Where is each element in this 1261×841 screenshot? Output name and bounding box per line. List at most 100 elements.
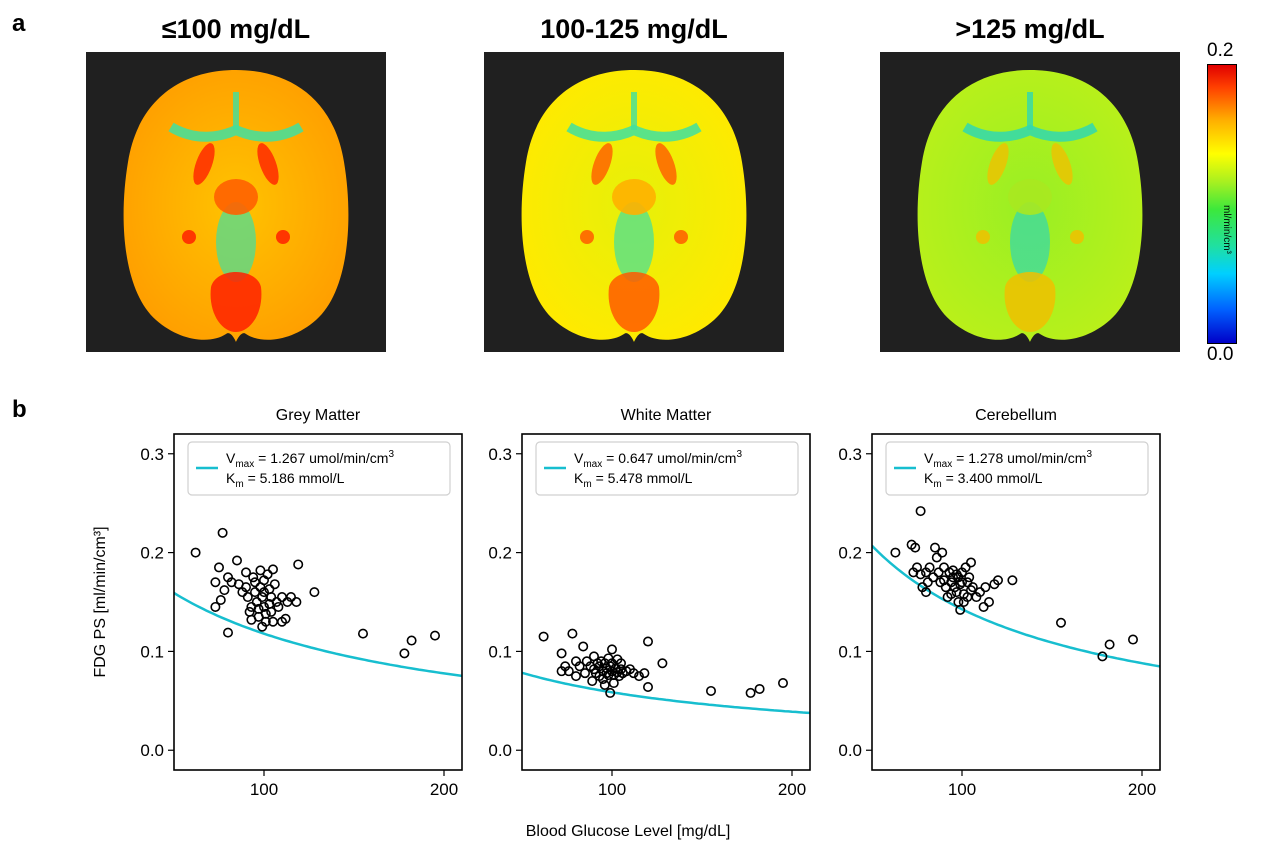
data-point [232, 555, 243, 566]
y-tick-label: 0.2 [488, 544, 512, 563]
brain-left-hotspot [182, 230, 196, 244]
data-point [705, 685, 716, 696]
brain-map-high [880, 52, 1180, 352]
data-point [587, 676, 598, 687]
x-tick-label: 200 [1128, 780, 1156, 799]
y-tick-label: 0.0 [140, 741, 164, 760]
legend-box [535, 441, 799, 496]
brain-left-caudate [591, 143, 613, 185]
data-point [938, 562, 949, 573]
data-point [214, 562, 225, 573]
brain-right-caudate [257, 143, 279, 185]
y-tick-label: 0.0 [838, 741, 862, 760]
data-point [563, 666, 574, 677]
data-point [1128, 634, 1139, 645]
x-tick-label: 200 [430, 780, 458, 799]
map-title-mid: 100-125 mg/dL [540, 14, 728, 44]
map-title-low: ≤100 mg/dL [161, 14, 311, 44]
data-point [241, 582, 252, 593]
brain-occipital [1004, 272, 1056, 332]
data-point [293, 559, 304, 570]
data-point [1007, 575, 1018, 586]
brain-right-caudate [1051, 143, 1073, 185]
data-point [974, 587, 985, 598]
brain-thalamus [214, 179, 258, 215]
data-point [962, 577, 973, 588]
brain-ventricle [614, 202, 654, 282]
data-point [258, 587, 269, 598]
data-point [1056, 617, 1067, 628]
y-tick-label: 0.3 [838, 445, 862, 464]
data-point [210, 601, 221, 612]
data-point [929, 542, 940, 553]
data-point [922, 577, 933, 588]
legend-box [885, 441, 1149, 496]
panel-b-letter: b [12, 396, 27, 423]
brain-ventricle [1010, 202, 1050, 282]
brain-map-mid-image [521, 70, 747, 342]
map-title-high: >125 mg/dL [955, 14, 1105, 44]
data-point [920, 587, 931, 598]
legend-vmax-text: Vmax = 1.278 umol/min/cm3 [924, 449, 1092, 470]
brain-left-hotspot [580, 230, 594, 244]
legend-vmax-text: Vmax = 1.267 umol/min/cm3 [226, 449, 394, 470]
data-point [570, 671, 581, 682]
data-point [928, 572, 939, 583]
data-point [269, 579, 280, 590]
y-tick-label: 0.1 [838, 642, 862, 661]
x-axis-label: Blood Glucose Level [mg/dL] [526, 823, 731, 840]
brain-map-high-image [917, 70, 1143, 342]
fit-curve [522, 671, 810, 715]
y-tick-label: 0.3 [488, 445, 512, 464]
brain-thalamus [1008, 179, 1052, 215]
data-point [251, 596, 262, 607]
data-point [429, 630, 440, 641]
data-point [217, 527, 228, 538]
data-point [262, 569, 273, 580]
data-point [615, 658, 626, 669]
brain-map-mid [484, 52, 784, 352]
data-point [215, 595, 226, 606]
brain-left-caudate [193, 143, 215, 185]
data-point [567, 628, 578, 639]
data-point [633, 671, 644, 682]
plot-frame [173, 433, 463, 771]
data-point [642, 681, 653, 692]
data-point [574, 661, 585, 672]
y-tick-label: 0.0 [488, 741, 512, 760]
data-point [241, 567, 252, 578]
data-point [266, 606, 277, 617]
data-point [309, 587, 320, 598]
chart-title: Cerebellum [975, 407, 1057, 424]
brain-left-caudate [987, 143, 1009, 185]
data-point [949, 582, 960, 593]
data-point [960, 562, 971, 573]
data-point [257, 592, 268, 603]
data-point [1104, 639, 1115, 650]
data-point [754, 683, 765, 694]
brain-occipital [608, 272, 660, 332]
data-point [915, 506, 926, 517]
y-tick-label: 0.2 [838, 544, 862, 563]
brain-map-low-image [123, 70, 349, 342]
data-point [890, 547, 901, 558]
plot-frame [871, 433, 1161, 771]
data-point [1097, 651, 1108, 662]
data-point [745, 687, 756, 698]
brain-right-caudate [655, 143, 677, 185]
brain-occipital [210, 272, 262, 332]
brain-right-hotspot [1070, 230, 1084, 244]
data-point [244, 606, 255, 617]
data-point [276, 592, 287, 603]
fit-curve [872, 544, 1160, 668]
fit-curve [174, 591, 462, 678]
data-point [242, 592, 253, 603]
y-axis-label: FDG PS [ml/min/cm³] [92, 526, 109, 677]
data-point [273, 601, 284, 612]
chart-title: Grey Matter [276, 407, 361, 424]
data-point [578, 641, 589, 652]
legend-km-text: Km = 5.186 mmol/L [226, 470, 345, 490]
data-point [210, 577, 221, 588]
